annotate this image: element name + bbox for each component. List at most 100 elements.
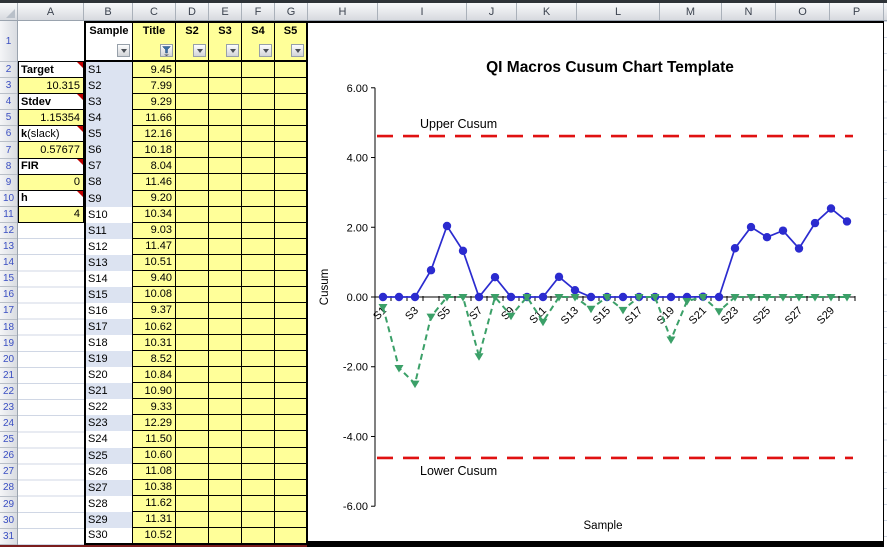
row-header-21[interactable]: 21: [0, 368, 17, 384]
empty-cell[interactable]: [242, 415, 275, 432]
empty-cell[interactable]: [209, 463, 242, 480]
empty-cell[interactable]: [209, 222, 242, 239]
column-header-P[interactable]: P: [830, 3, 884, 20]
sample-cell-s28[interactable]: S28: [86, 495, 133, 512]
empty-cell[interactable]: [209, 399, 242, 416]
empty-cell[interactable]: [209, 142, 242, 159]
sample-cell-s1[interactable]: S1: [86, 62, 133, 79]
empty-cell[interactable]: [275, 158, 306, 175]
row-header-6[interactable]: 6: [0, 126, 17, 143]
empty-cell[interactable]: [242, 479, 275, 496]
empty-cell[interactable]: [242, 399, 275, 416]
empty-cell[interactable]: [209, 302, 242, 319]
param-value-target[interactable]: 10.315: [18, 77, 84, 95]
empty-cell[interactable]: [209, 270, 242, 287]
value-cell-s12[interactable]: 11.47: [133, 238, 176, 255]
empty-cell[interactable]: [209, 126, 242, 143]
sample-cell-s21[interactable]: S21: [86, 383, 133, 400]
sample-cell-s3[interactable]: S3: [86, 94, 133, 111]
param-label-fir[interactable]: FIR: [18, 157, 84, 175]
empty-cell[interactable]: [275, 399, 306, 416]
empty-cell[interactable]: [176, 511, 209, 528]
empty-cell[interactable]: [242, 94, 275, 111]
empty-cell[interactable]: [209, 254, 242, 271]
value-cell-s30[interactable]: 10.52: [133, 527, 176, 543]
value-cell-s9[interactable]: 9.20: [133, 190, 176, 207]
value-cell-s22[interactable]: 9.33: [133, 399, 176, 416]
empty-cell[interactable]: [176, 479, 209, 496]
param-label-h[interactable]: h: [18, 189, 84, 207]
row-header-11[interactable]: 11: [0, 207, 17, 223]
empty-cell[interactable]: [209, 62, 242, 79]
empty-cell[interactable]: [176, 158, 209, 175]
table-header-s5[interactable]: S5: [275, 23, 306, 60]
column-header-H[interactable]: H: [308, 3, 378, 20]
empty-cell[interactable]: [176, 335, 209, 352]
empty-cell[interactable]: [275, 431, 306, 448]
sample-cell-s29[interactable]: S29: [86, 511, 133, 528]
empty-cell[interactable]: [242, 527, 275, 543]
row-header-10[interactable]: 10: [0, 191, 17, 207]
empty-cell[interactable]: [275, 511, 306, 528]
sample-cell-s8[interactable]: S8: [86, 174, 133, 191]
column-header-L[interactable]: L: [577, 3, 660, 20]
value-cell-s20[interactable]: 10.84: [133, 367, 176, 384]
sample-cell-s13[interactable]: S13: [86, 254, 133, 271]
select-all-button[interactable]: [0, 3, 18, 20]
empty-cell[interactable]: [176, 110, 209, 127]
row-header-5[interactable]: 5: [0, 110, 17, 127]
empty-cell[interactable]: [176, 206, 209, 223]
sample-cell-s4[interactable]: S4: [86, 110, 133, 127]
row-header-13[interactable]: 13: [0, 239, 17, 256]
value-cell-s13[interactable]: 10.51: [133, 254, 176, 271]
empty-cell[interactable]: [275, 383, 306, 400]
sample-cell-s11[interactable]: S11: [86, 222, 133, 239]
value-cell-s25[interactable]: 10.60: [133, 447, 176, 464]
empty-cell[interactable]: [176, 431, 209, 448]
empty-cell[interactable]: [209, 431, 242, 448]
empty-cell[interactable]: [275, 463, 306, 480]
value-cell-s26[interactable]: 11.08: [133, 463, 176, 480]
param-value-h[interactable]: 4: [18, 205, 84, 223]
empty-cell[interactable]: [242, 126, 275, 143]
empty-cell[interactable]: [242, 447, 275, 464]
empty-cell[interactable]: [275, 238, 306, 255]
empty-cell[interactable]: [275, 206, 306, 223]
empty-cell[interactable]: [275, 270, 306, 287]
empty-cell[interactable]: [242, 431, 275, 448]
column-header-F[interactable]: F: [242, 3, 275, 20]
empty-cell[interactable]: [242, 78, 275, 95]
empty-cell[interactable]: [242, 286, 275, 303]
empty-cell[interactable]: [242, 319, 275, 336]
param-label-stdev[interactable]: Stdev: [18, 93, 84, 111]
value-cell-s16[interactable]: 9.37: [133, 302, 176, 319]
column-header-E[interactable]: E: [209, 3, 242, 20]
value-cell-s6[interactable]: 10.18: [133, 142, 176, 159]
empty-cell[interactable]: [242, 302, 275, 319]
sample-cell-s26[interactable]: S26: [86, 463, 133, 480]
sample-cell-s18[interactable]: S18: [86, 335, 133, 352]
value-cell-s3[interactable]: 9.29: [133, 94, 176, 111]
empty-cell[interactable]: [176, 383, 209, 400]
sample-cell-s9[interactable]: S9: [86, 190, 133, 207]
empty-cell[interactable]: [242, 190, 275, 207]
column-header-C[interactable]: C: [133, 3, 176, 20]
param-label-target[interactable]: Target: [18, 61, 84, 79]
empty-cell[interactable]: [176, 62, 209, 79]
empty-cell[interactable]: [176, 527, 209, 543]
column-header-B[interactable]: B: [84, 3, 133, 20]
empty-cell[interactable]: [275, 415, 306, 432]
row-header-2[interactable]: 2: [0, 62, 17, 79]
empty-cell[interactable]: [242, 463, 275, 480]
sample-cell-s5[interactable]: S5: [86, 126, 133, 143]
empty-cell[interactable]: [242, 383, 275, 400]
value-cell-s18[interactable]: 10.31: [133, 335, 176, 352]
cusum-chart-object[interactable]: QI Macros Cusum Chart Template 6.00 4.00 2.…: [307, 21, 884, 547]
row-header-27[interactable]: 27: [0, 464, 17, 481]
empty-cell[interactable]: [176, 94, 209, 111]
row-header-25[interactable]: 25: [0, 432, 17, 449]
empty-cell[interactable]: [242, 238, 275, 255]
empty-cell[interactable]: [242, 351, 275, 368]
empty-cell[interactable]: [176, 399, 209, 416]
empty-cell[interactable]: [242, 158, 275, 175]
